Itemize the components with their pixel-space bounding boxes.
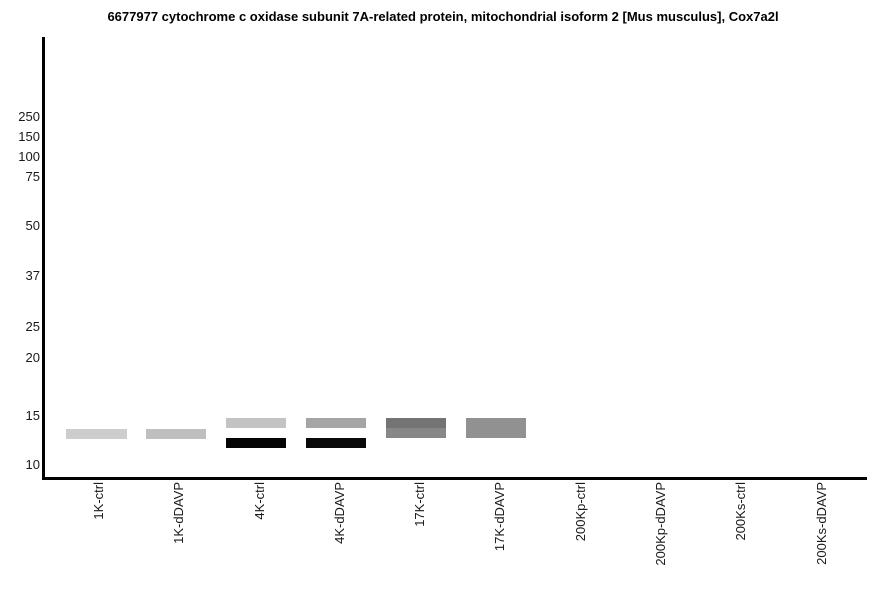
x-axis-lane-label: 200Ks-ctrl [733,482,748,541]
y-axis-tick-label: 20 [25,350,40,365]
y-axis-tick-label: 50 [25,218,40,233]
x-axis-lane-label: 200Ks-dDAVP [814,482,829,565]
protein-band [226,438,286,448]
y-axis-tick-label: 75 [25,169,40,184]
protein-band [306,438,366,448]
protein-band [226,418,286,428]
y-axis-tick-label: 250 [18,109,40,124]
y-axis-tick-label: 100 [18,149,40,164]
x-axis-lane-label: 200Kp-ctrl [573,482,588,542]
chart-title: 6677977 cytochrome c oxidase subunit 7A-… [107,9,779,24]
x-axis-lane-label: 4K-dDAVP [332,482,347,544]
y-axis-tick-label: 150 [18,129,40,144]
y-axis-tick-label: 37 [25,268,40,283]
x-axis-lane-label: 17K-ctrl [412,482,427,527]
y-axis-line [42,37,45,480]
x-axis-lane-label: 17K-dDAVP [492,482,507,552]
y-axis-tick-label: 15 [25,408,40,423]
y-axis-tick-label: 25 [25,319,40,334]
protein-band [386,428,446,438]
x-axis-lane-label: 1K-dDAVP [171,482,186,544]
protein-band [146,429,206,439]
x-axis-lane-label: 1K-ctrl [91,482,106,520]
protein-band [66,429,127,439]
protein-band [466,418,526,438]
x-axis-lane-label: 4K-ctrl [252,482,267,520]
protein-band [386,418,446,428]
x-axis-lane-label: 200Kp-dDAVP [653,482,668,566]
x-axis-line [42,477,867,480]
protein-band [306,418,366,428]
y-axis-tick-label: 10 [25,457,40,472]
